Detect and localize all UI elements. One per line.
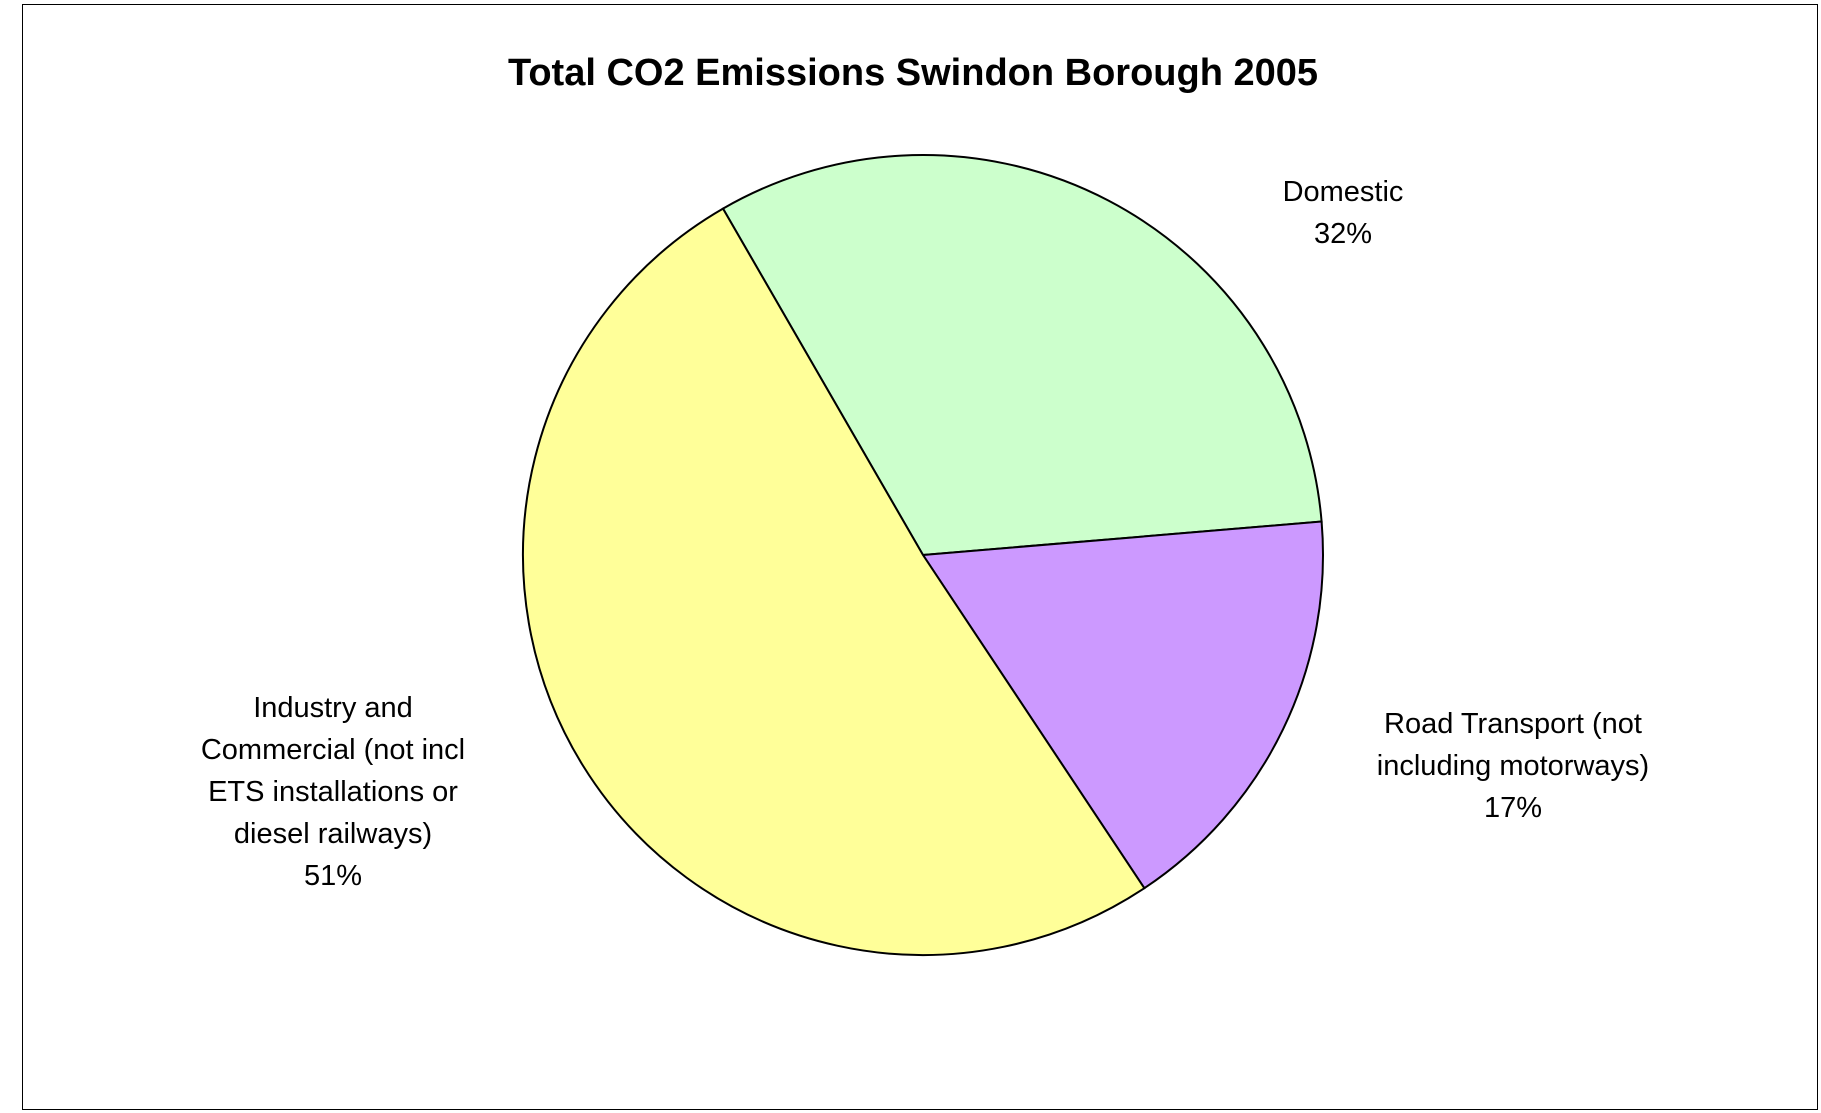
slice-name-line: Commercial (not incl: [201, 734, 465, 766]
slice-name-line: diesel railways): [234, 818, 432, 850]
slice-name-line: Industry and: [253, 692, 413, 724]
slice-name-line: including motorways): [1377, 750, 1649, 782]
slice-value-label: 17%: [1484, 792, 1542, 824]
slice-name-line: ETS installations or: [208, 776, 458, 808]
chart-area: Total CO2 Emissions Swindon Borough 2005…: [22, 4, 1818, 1110]
chart-title: Total CO2 Emissions Swindon Borough 2005: [508, 52, 1318, 94]
slice-name-line: Road Transport (not: [1384, 708, 1642, 740]
slice-label-industry-and: Industry and Commercial (not incl ETS inst…: [201, 692, 465, 892]
pie-slices: [523, 155, 1323, 955]
slice-value-label: 51%: [304, 860, 362, 892]
slice-value-label: 32%: [1314, 218, 1372, 250]
slice-name-line: Domestic: [1283, 176, 1404, 208]
slice-label-road-transport-not: Road Transport (not including motorways) 1…: [1377, 708, 1649, 824]
slice-label-domestic: Domestic 32%: [1283, 176, 1404, 250]
pie-chart: Total CO2 Emissions Swindon Borough 2005…: [23, 5, 1819, 1111]
